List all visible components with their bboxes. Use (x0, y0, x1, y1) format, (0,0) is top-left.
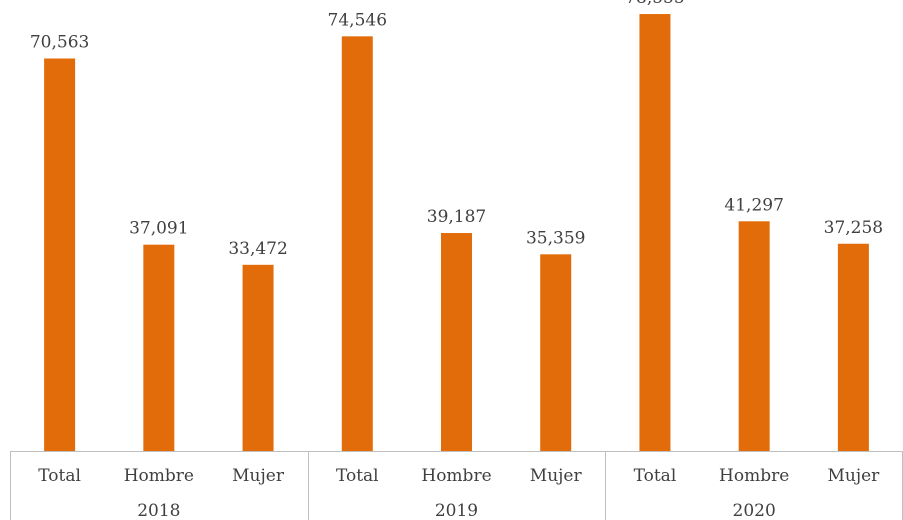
group-label-2020: 2020 (733, 501, 776, 520)
data-labels-layer: 70,563 37,091 33,472 74,546 39,187 35,359 78,5… (30, 0, 883, 259)
tick-label-2018-mujer: Mujer (232, 466, 285, 486)
bar-2019-hombre (441, 233, 472, 451)
data-label-2018-total: 70,563 (30, 32, 89, 52)
bar-2019-total (341, 36, 373, 451)
bar-2020-total (639, 14, 671, 452)
data-label-2019-mujer: 35,359 (526, 228, 585, 248)
bar-2019-mujer (540, 254, 572, 451)
data-label-2018-hombre: 37,091 (129, 219, 188, 239)
tick-label-2020-mujer: Mujer (827, 466, 880, 486)
tick-label-2019-hombre: Hombre (421, 466, 491, 486)
tick-label-2018-total: Total (38, 466, 81, 486)
tick-label-2020-total: Total (634, 466, 677, 486)
group-label-2019: 2019 (435, 501, 478, 520)
bar-2018-mujer (242, 264, 274, 451)
tick-label-2020-hombre: Hombre (719, 466, 789, 486)
data-label-2018-mujer: 33,472 (228, 239, 287, 259)
bar-2020-mujer (837, 243, 869, 451)
data-label-2019-total: 74,546 (328, 10, 387, 30)
group-label-2018: 2018 (137, 501, 180, 520)
category-axis: Total Hombre Mujer 2018 Total Hombre Mujer 2019… (10, 451, 903, 520)
data-label-2020-total: 78,555 (625, 0, 684, 8)
data-label-2020-mujer: 37,258 (824, 218, 883, 238)
tick-label-2019-total: Total (336, 466, 379, 486)
bar-2018-hombre (143, 244, 175, 451)
tick-label-2018-hombre: Hombre (124, 466, 194, 486)
bars-layer (44, 14, 869, 452)
tick-label-2019-mujer: Mujer (530, 466, 583, 486)
bar-2018-total (44, 58, 76, 451)
bar-2020-hombre (738, 221, 770, 451)
data-label-2019-hombre: 39,187 (427, 207, 486, 227)
data-label-2020-hombre: 41,297 (724, 195, 783, 215)
